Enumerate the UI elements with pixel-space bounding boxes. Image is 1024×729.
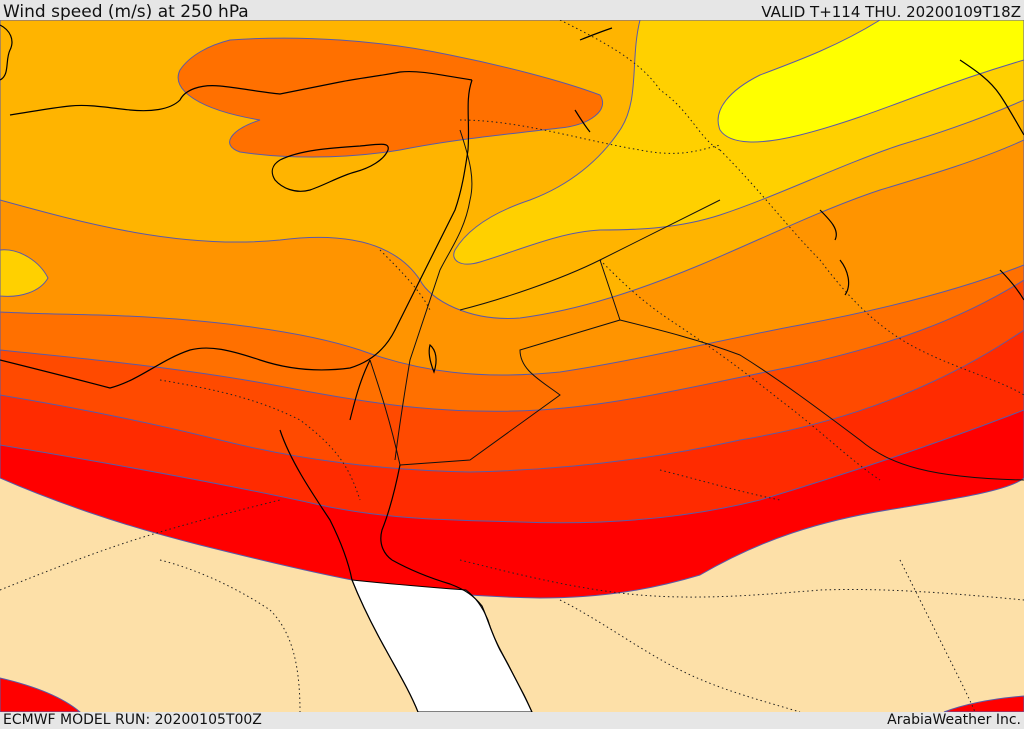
political-borders: [0, 20, 1024, 712]
pocket-bottom-left-red: [0, 677, 81, 712]
pocket-dark-orange-cyprus: [177, 37, 603, 158]
gulf-coast: [959, 59, 1024, 136]
header-bar: [0, 0, 1024, 20]
model-run: ECMWF MODEL RUN: 20200105T00Z: [3, 712, 262, 728]
coastlines: [0, 24, 1024, 712]
band-yellow: [717, 20, 1024, 143]
credit: ArabiaWeather Inc.: [887, 712, 1021, 728]
national-borders: [369, 129, 1024, 481]
cyprus-coast: [271, 143, 389, 192]
footer-bar: [0, 712, 1024, 729]
dead-sea: [428, 343, 437, 374]
gulf-aqaba: [380, 464, 401, 561]
valid-time: VALID T+114 THU. 20200109T18Z: [761, 3, 1021, 21]
sinai-gulf-suez: [279, 429, 353, 581]
red-sea-west: [351, 579, 419, 712]
red-sea-east: [391, 559, 533, 712]
pocket-amber-west: [0, 249, 49, 297]
wind-speed-map: [0, 20, 1024, 712]
map-title: Wind speed (m/s) at 250 hPa: [3, 2, 249, 22]
